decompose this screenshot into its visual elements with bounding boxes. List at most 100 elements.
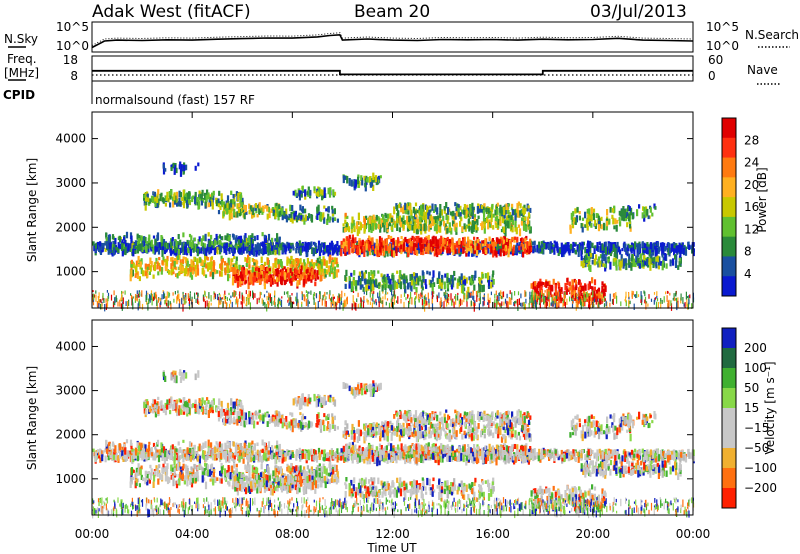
power-echo bbox=[238, 274, 241, 279]
power-clutter bbox=[243, 296, 245, 304]
power-echo bbox=[528, 245, 531, 251]
power-echo bbox=[690, 245, 693, 249]
power-echo bbox=[505, 209, 508, 215]
power-echo bbox=[264, 204, 267, 209]
power-echo bbox=[402, 220, 405, 224]
power-echo bbox=[127, 244, 130, 251]
power-echo bbox=[217, 198, 220, 206]
power-clutter bbox=[562, 302, 564, 308]
power-echo bbox=[172, 162, 175, 169]
power-clutter bbox=[179, 299, 181, 307]
power-clutter bbox=[636, 291, 638, 298]
power-echo bbox=[538, 281, 542, 288]
power-echo bbox=[507, 248, 510, 254]
power-echo bbox=[390, 235, 393, 239]
power-echo bbox=[176, 201, 179, 207]
power-clutter bbox=[269, 294, 271, 302]
power-echo bbox=[396, 247, 399, 253]
power-echo bbox=[587, 214, 590, 223]
power-echo bbox=[230, 210, 233, 215]
power-echo bbox=[636, 248, 639, 256]
power-echo bbox=[321, 271, 324, 277]
power-echo bbox=[356, 228, 359, 237]
power-clutter bbox=[403, 292, 406, 297]
power-echo bbox=[220, 193, 223, 200]
power-echo bbox=[447, 239, 450, 243]
power-echo bbox=[494, 216, 497, 221]
power-echo bbox=[309, 244, 312, 250]
power-echo bbox=[290, 245, 293, 249]
power-echo bbox=[369, 277, 372, 284]
power-echo bbox=[334, 259, 337, 265]
power-echo bbox=[215, 246, 218, 253]
power-echo bbox=[604, 246, 607, 255]
power-echo bbox=[281, 270, 284, 277]
power-echo bbox=[235, 256, 238, 261]
power-echo bbox=[187, 195, 191, 204]
power-echo bbox=[489, 223, 492, 228]
power-echo bbox=[622, 264, 625, 269]
power-echo bbox=[527, 212, 531, 218]
power-echo bbox=[220, 255, 223, 262]
power-echo bbox=[564, 247, 567, 253]
power-echo bbox=[315, 248, 319, 253]
power-echo bbox=[462, 280, 465, 285]
power-echo bbox=[186, 271, 189, 277]
power-echo bbox=[600, 216, 603, 221]
power-echo bbox=[229, 203, 232, 210]
power-echo bbox=[319, 212, 323, 217]
power-echo bbox=[590, 222, 593, 228]
power-echo bbox=[654, 206, 657, 210]
power-echo bbox=[675, 245, 678, 254]
power-echo bbox=[221, 236, 224, 241]
power-echo bbox=[274, 260, 277, 269]
power-echo bbox=[149, 257, 152, 265]
power-echo bbox=[374, 175, 378, 183]
power-echo bbox=[508, 224, 511, 229]
power-echo bbox=[274, 249, 277, 256]
power-clutter bbox=[297, 301, 299, 309]
power-clutter bbox=[488, 300, 490, 309]
power-echo bbox=[279, 207, 282, 213]
power-echo bbox=[392, 250, 395, 258]
power-echo bbox=[258, 278, 262, 285]
power-clutter bbox=[475, 291, 478, 295]
power-echo bbox=[375, 238, 378, 247]
power-echo bbox=[219, 270, 222, 277]
power-clutter bbox=[329, 290, 331, 296]
power-echo bbox=[146, 273, 149, 278]
power-echo bbox=[300, 193, 303, 198]
power-echo bbox=[332, 248, 335, 255]
power-echo bbox=[200, 247, 203, 254]
power-echo bbox=[318, 256, 321, 260]
power-echo bbox=[232, 276, 235, 282]
power-echo bbox=[251, 247, 254, 255]
power-echo bbox=[236, 203, 239, 209]
power-clutter bbox=[428, 301, 430, 309]
power-echo bbox=[168, 191, 171, 198]
power-echo bbox=[654, 249, 657, 257]
power-echo bbox=[298, 212, 301, 217]
power-echo bbox=[297, 215, 300, 220]
power-echo bbox=[369, 182, 372, 188]
power-echo bbox=[301, 217, 304, 222]
power-echo bbox=[167, 197, 170, 203]
power-echo bbox=[351, 237, 354, 242]
power-echo bbox=[215, 233, 218, 241]
power-echo bbox=[611, 214, 614, 219]
power-echo bbox=[290, 272, 293, 281]
power-echo bbox=[234, 279, 237, 284]
power-echo bbox=[585, 219, 588, 227]
power-echo bbox=[531, 245, 534, 250]
power-clutter bbox=[688, 299, 690, 304]
power-echo bbox=[365, 215, 368, 220]
power-echo bbox=[424, 246, 427, 253]
power-echo bbox=[492, 225, 495, 230]
power-echo bbox=[421, 204, 424, 212]
power-echo bbox=[422, 275, 425, 280]
power-echo bbox=[457, 210, 460, 217]
power-echo bbox=[640, 253, 643, 261]
power-echo bbox=[622, 213, 625, 222]
power-echo bbox=[266, 269, 269, 274]
power-echo bbox=[201, 189, 204, 197]
